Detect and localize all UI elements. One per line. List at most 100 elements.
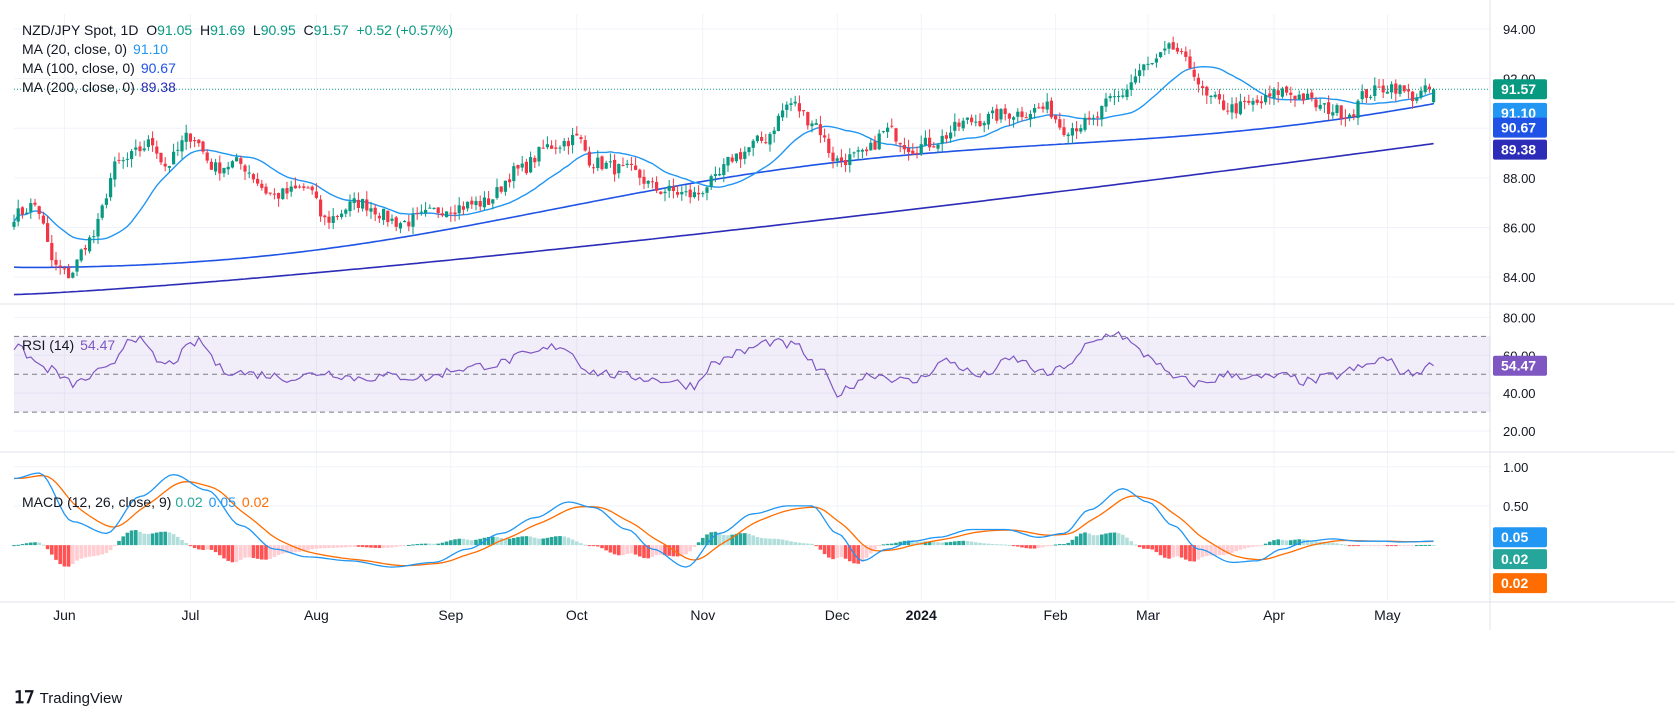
histogram-bar: [478, 538, 482, 546]
histogram-bar: [1016, 545, 1020, 547]
candle-body: [890, 125, 894, 127]
candle-body: [461, 206, 465, 210]
histogram-bar: [1276, 539, 1280, 546]
x-tick-label: Jun: [53, 607, 76, 623]
histogram-bar: [1146, 545, 1150, 549]
candle-body: [659, 191, 663, 194]
histogram-bar: [1431, 544, 1436, 546]
candle-body: [1129, 82, 1133, 90]
histogram-bar: [1238, 545, 1243, 550]
candle-body: [201, 141, 205, 152]
candle-body: [1280, 88, 1284, 97]
histogram-bar: [957, 540, 961, 546]
histogram-bar: [209, 545, 214, 550]
candle-body: [789, 103, 793, 105]
candle-body: [1138, 70, 1142, 76]
x-tick-label: Sep: [438, 607, 463, 623]
value-badge-label: 91.57: [1501, 81, 1536, 97]
histogram-bar: [810, 543, 814, 546]
histogram-bar: [125, 532, 130, 546]
candle-body: [79, 249, 83, 261]
histogram-bar: [587, 545, 592, 547]
histogram-bar: [457, 538, 461, 546]
histogram-bar: [407, 544, 411, 546]
histogram-bar: [1427, 544, 1432, 546]
histogram-bar: [272, 545, 277, 557]
ma200-label: MA (200, close, 0): [22, 79, 135, 95]
candle-body: [251, 174, 255, 180]
histogram-bar: [234, 545, 239, 563]
histogram-bar: [1305, 539, 1310, 546]
candle-body: [327, 216, 331, 223]
open-value: 91.05: [157, 22, 193, 38]
histogram-bar: [50, 545, 54, 555]
candle-body: [155, 146, 159, 154]
candle-body: [1121, 95, 1125, 97]
histogram-bar: [835, 545, 839, 558]
value-badge-label: 54.47: [1501, 358, 1536, 374]
ma200-path: [13, 142, 1434, 296]
candle-body: [1293, 95, 1297, 100]
histogram-bar: [1112, 532, 1117, 546]
candle-body: [650, 181, 654, 183]
histogram-bar: [545, 537, 550, 546]
candle-body: [1327, 102, 1331, 114]
candle-body: [214, 162, 218, 172]
candle-body: [1007, 113, 1011, 119]
histogram-bar: [348, 545, 352, 547]
candle-body: [734, 153, 738, 162]
histogram-bar: [948, 541, 953, 546]
grid-lines: [0, 0, 1675, 630]
y-tick-label: 80.00: [1503, 310, 1536, 325]
value-badge-label: 0.02: [1501, 551, 1528, 567]
candle-body: [886, 127, 890, 132]
histogram-bar: [822, 545, 827, 555]
histogram-bar: [104, 545, 109, 553]
candle-body: [919, 144, 923, 154]
histogram-bar: [29, 542, 33, 546]
histogram-bar: [1297, 539, 1301, 546]
candle-body: [230, 161, 234, 168]
candle-body: [369, 208, 373, 212]
candle-body: [881, 131, 885, 133]
candle-body: [512, 166, 516, 182]
candle-body: [1360, 91, 1364, 100]
histogram-bar: [1310, 540, 1314, 546]
candle-body: [797, 103, 801, 112]
candle-body: [1276, 90, 1280, 96]
candle-body: [554, 147, 558, 149]
histogram-bar: [1125, 537, 1129, 546]
candle-body: [944, 135, 948, 139]
candle-body: [1402, 85, 1406, 92]
histogram-bar: [1347, 545, 1352, 547]
histogram-bar: [789, 541, 793, 546]
candle-body: [806, 112, 810, 126]
histogram-bar: [839, 545, 844, 558]
histogram-bar: [1007, 544, 1012, 546]
histogram-bar: [163, 531, 167, 546]
candle-body: [995, 108, 999, 121]
candle-body: [436, 207, 440, 214]
histogram-bar: [600, 545, 604, 549]
histogram-bar: [213, 545, 218, 553]
candle-body: [638, 169, 642, 178]
candle-body: [844, 160, 848, 165]
x-tick-label: Apr: [1263, 607, 1285, 623]
candle-body: [491, 199, 495, 204]
histogram-bar: [352, 545, 356, 547]
histogram-bar: [1415, 545, 1419, 547]
histogram-bar: [554, 536, 558, 546]
candle-body: [676, 191, 680, 195]
candlesticks: [12, 36, 1490, 279]
candle-body: [1146, 63, 1150, 65]
histogram-bar: [1058, 544, 1062, 546]
histogram-bar: [969, 541, 974, 546]
histogram-bar: [331, 545, 335, 548]
histogram-bar: [755, 537, 760, 546]
histogram-bar: [713, 531, 718, 546]
histogram-bar: [226, 545, 230, 561]
histogram-bar: [1095, 535, 1100, 546]
candle-body: [999, 109, 1003, 120]
candle-body: [96, 218, 100, 237]
